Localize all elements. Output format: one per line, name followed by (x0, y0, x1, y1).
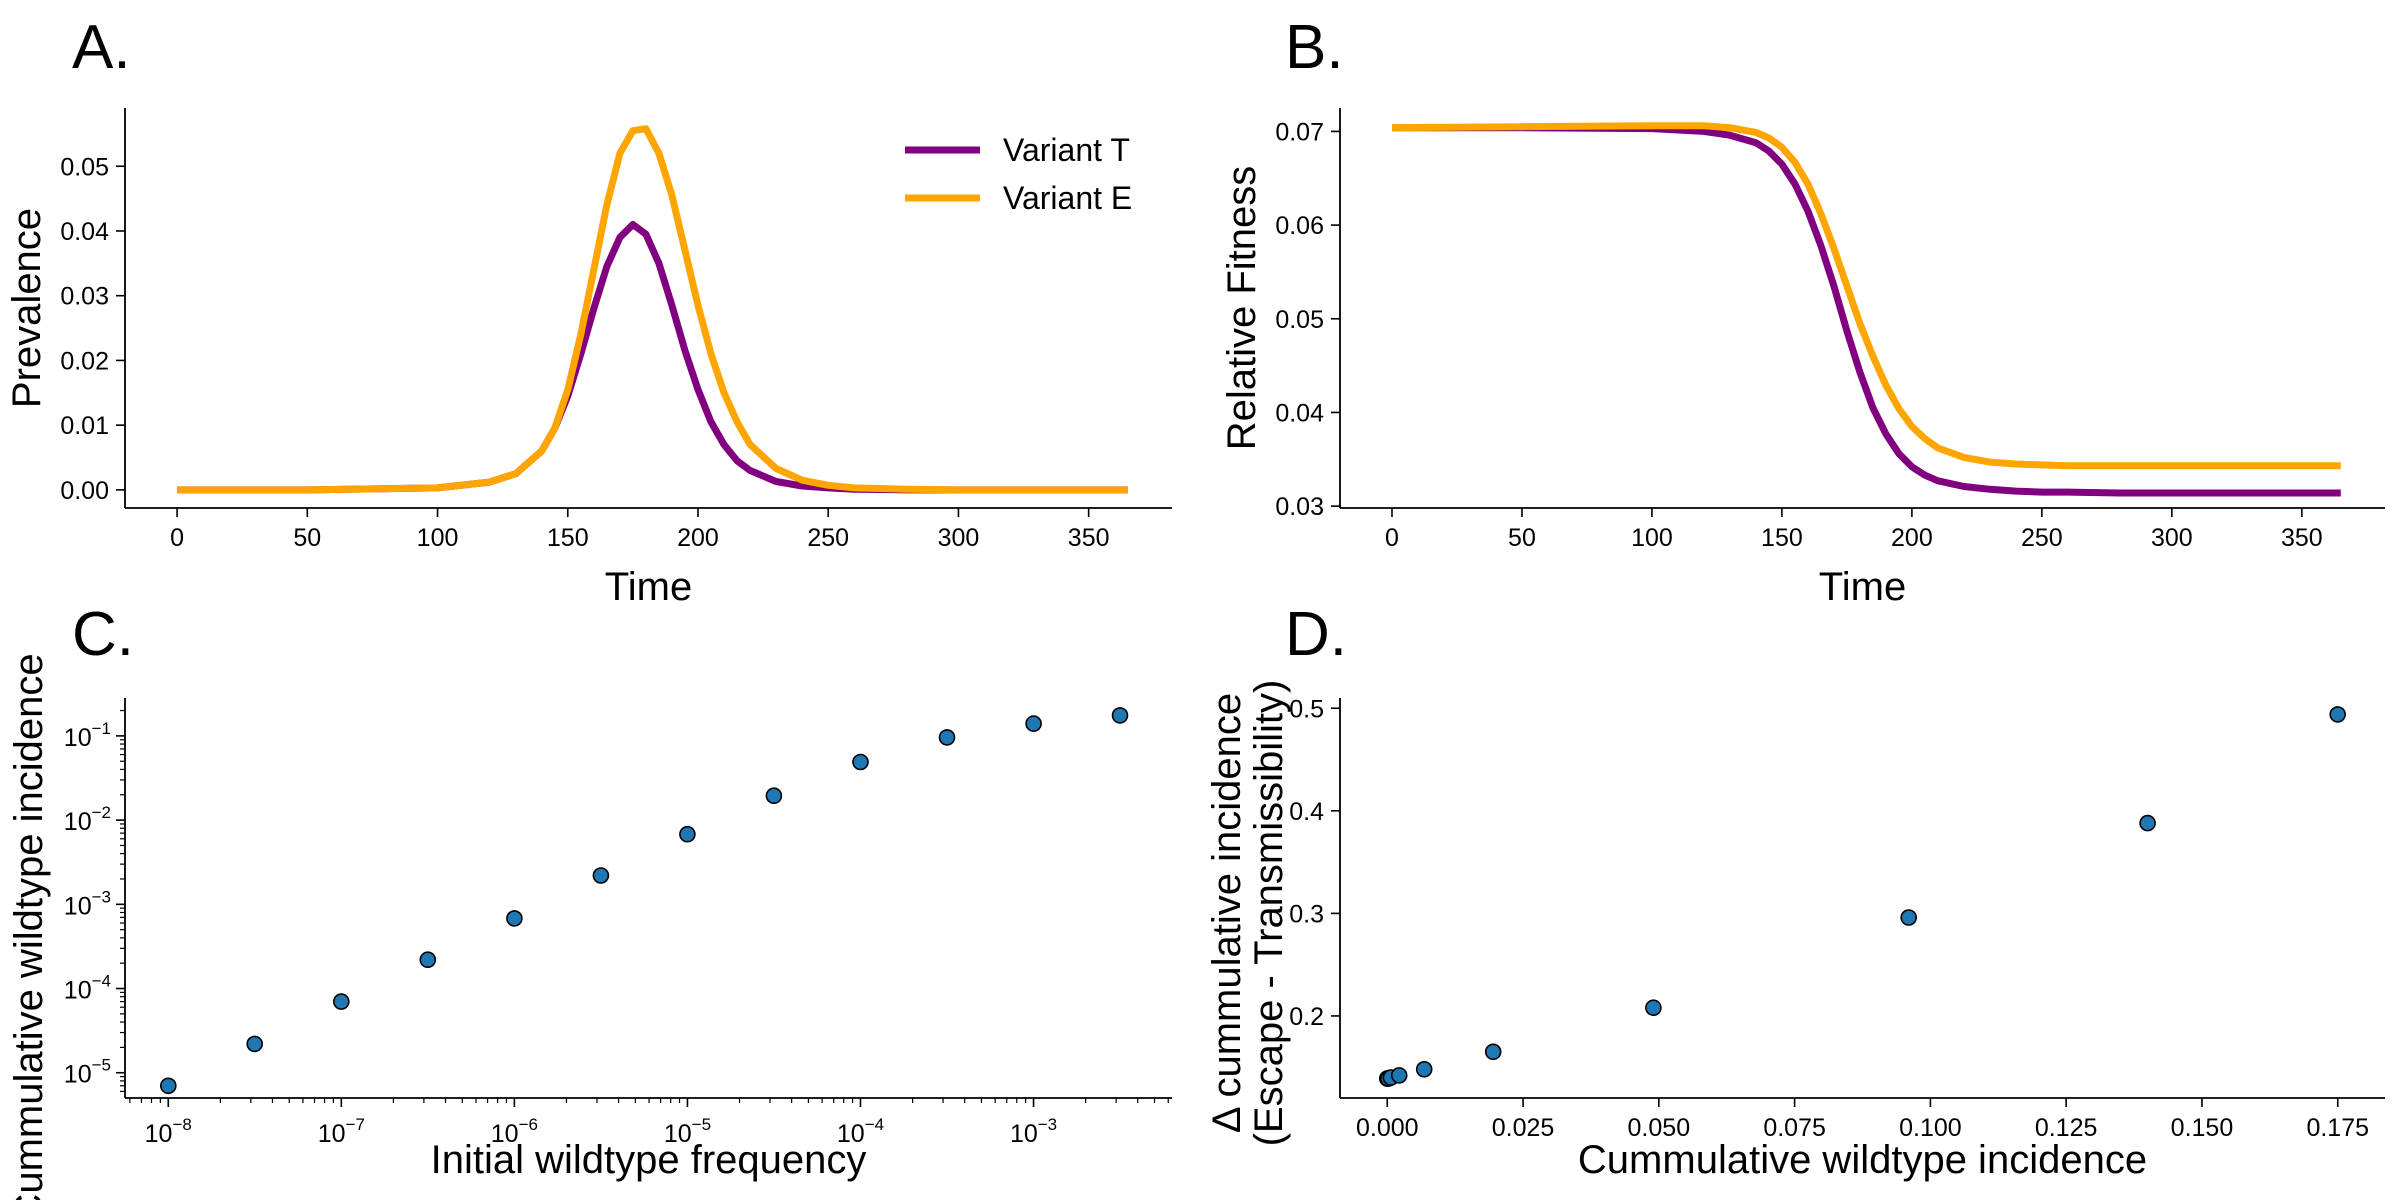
x-tick-label: 0.125 (2035, 1114, 2098, 1142)
data-point (332, 993, 350, 1010)
x-tick-label: 0.175 (2306, 1114, 2369, 1142)
x-tick-label: 250 (807, 524, 849, 552)
x-tick-label: 300 (938, 524, 980, 552)
x-tick-label: 10−4 (837, 1115, 884, 1148)
x-tick-label: 0.150 (2171, 1114, 2234, 1142)
series-line-variant-t (1392, 124, 2341, 497)
x-tick-label: 100 (1631, 524, 1673, 552)
data-point (1111, 707, 1129, 724)
y-tick-label: 0.07 (1275, 118, 1324, 146)
x-tick-label: 0.025 (1492, 1114, 1555, 1142)
y-tick-label: 10−4 (64, 972, 111, 1005)
y-tick-label: 10−5 (64, 1056, 111, 1089)
x-tick-label: 0.000 (1356, 1114, 1419, 1142)
x-axis-label: Initial wildtype frequency (431, 1138, 867, 1182)
series-line-variant-e (1391, 122, 2341, 470)
data-point (419, 951, 437, 969)
y-axis-label: Relative Fitness (1220, 166, 1264, 451)
y-tick-label: 0.02 (60, 347, 109, 375)
y-axis-label-line: Δ cummulative incidence (1205, 693, 1249, 1133)
data-point (1390, 1067, 1408, 1084)
y-tick-label: 0.03 (1275, 493, 1324, 521)
y-tick-label: 0.3 (1289, 900, 1324, 928)
data-point (1025, 715, 1042, 732)
x-tick-label: 0.100 (1899, 1114, 1962, 1142)
data-point (679, 825, 696, 843)
y-tick-label: 10−3 (64, 887, 111, 920)
y-tick-label: 0.05 (1275, 306, 1324, 334)
panel-c: 10−8 10−7 10−6 10−5 10−4 10−3 10−5 10−4 10−3 10−2… (7, 600, 1172, 1200)
data-point (938, 729, 956, 746)
panel-letter: B. (1285, 13, 1344, 82)
panel-letter: A. (72, 13, 131, 82)
x-tick-label: 0.050 (1628, 1114, 1691, 1142)
x-tick-label: 10−7 (318, 1115, 365, 1148)
data-point (1415, 1061, 1433, 1078)
x-tick-label: 10−8 (145, 1115, 192, 1148)
x-tick-label: 100 (417, 524, 459, 552)
x-tick-label: 350 (1068, 524, 1110, 552)
data-point (160, 1077, 177, 1095)
x-axis-label: Time (1819, 565, 1906, 609)
panel-letter: D. (1285, 600, 1347, 669)
x-tick-label: 350 (2281, 524, 2323, 552)
panel-letter: C. (72, 600, 134, 669)
y-tick-label: 0.5 (1289, 695, 1324, 723)
x-tick-label: 200 (1891, 524, 1933, 552)
x-tick-label: 0.075 (1763, 1114, 1826, 1142)
legend-entry: Variant T (1003, 132, 1130, 168)
x-tick-label: 10−3 (1010, 1115, 1057, 1148)
data-point (1484, 1043, 1502, 1061)
y-tick-label: 0.01 (60, 412, 109, 440)
x-tick-label: 10−5 (664, 1115, 711, 1148)
data-point (1645, 999, 1662, 1017)
panel-b: 0 50 100 150 200 250 300 350 0.03 0.04 0.05 0.06 0.0… (1220, 13, 2385, 609)
data-point (2329, 706, 2346, 723)
data-point (592, 867, 610, 884)
panel-d: 0.000 0.025 0.050 0.075 0.100 0.125 0.150 0.175… (1205, 600, 2385, 1182)
series-line-variant-t (177, 221, 1128, 494)
x-tick-label: 0 (170, 524, 184, 552)
y-tick-label: 0.04 (60, 218, 109, 246)
data-point (1900, 909, 1917, 926)
y-axis-label: Prevalence (5, 208, 49, 408)
y-axis-label-line: (Escape - Transmissibility) (1247, 680, 1291, 1147)
data-point (2139, 814, 2156, 832)
x-tick-label: 10−6 (491, 1115, 538, 1148)
data-point (852, 753, 869, 771)
y-tick-label: 0.04 (1275, 399, 1324, 427)
y-tick-label: 0.03 (60, 283, 109, 311)
x-tick-label: 150 (547, 524, 589, 552)
x-tick-label: 300 (2151, 524, 2193, 552)
data-point (246, 1035, 263, 1053)
x-axis-label: Time (605, 565, 692, 609)
x-tick-label: 250 (2021, 524, 2063, 552)
y-tick-label: 0.05 (60, 153, 109, 181)
legend-entry: Variant E (1003, 180, 1132, 216)
y-tick-label: 0.00 (60, 477, 109, 505)
panel-a: 0 50 100 150 200 250 300 350 0.00 0.01 0.02 0.03 0.0… (5, 13, 1172, 609)
y-tick-label: 0.4 (1289, 798, 1324, 826)
data-point (506, 910, 523, 927)
x-tick-label: 50 (293, 524, 321, 552)
y-tick-label: 10−2 (64, 803, 111, 836)
x-tick-label: 200 (677, 524, 719, 552)
data-point (765, 787, 783, 805)
y-tick-label: 10−1 (64, 719, 111, 752)
y-tick-label: 0.2 (1289, 1003, 1324, 1031)
x-tick-label: 50 (1508, 524, 1536, 552)
x-tick-label: 150 (1761, 524, 1803, 552)
y-tick-label: 0.06 (1275, 212, 1324, 240)
series-line-variant-e (177, 125, 1128, 494)
y-axis-label: Cummulative wildtype incidence (7, 653, 51, 1200)
x-axis-label: Cummulative wildtype incidence (1578, 1138, 2147, 1182)
x-tick-label: 0 (1385, 524, 1399, 552)
